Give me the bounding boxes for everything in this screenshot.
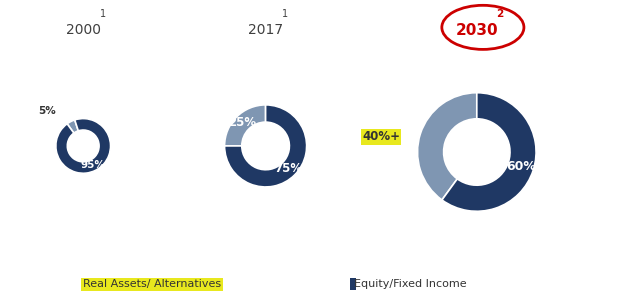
Wedge shape — [225, 105, 307, 187]
Text: 95%: 95% — [81, 160, 106, 170]
Wedge shape — [442, 93, 536, 211]
Text: 60%: 60% — [506, 160, 536, 173]
Text: 40%+: 40%+ — [362, 130, 400, 143]
Wedge shape — [225, 105, 266, 146]
Text: 25%: 25% — [228, 116, 257, 130]
Bar — [92, 278, 97, 290]
Text: 2: 2 — [497, 9, 504, 19]
Text: 5%: 5% — [38, 106, 56, 116]
Text: 2017: 2017 — [248, 23, 283, 37]
Text: 1: 1 — [100, 9, 106, 19]
Wedge shape — [417, 93, 477, 200]
Text: 75%: 75% — [275, 162, 303, 175]
Wedge shape — [56, 119, 111, 173]
Text: 1: 1 — [282, 9, 289, 19]
Text: Real Assets/ Alternatives: Real Assets/ Alternatives — [83, 279, 221, 289]
Text: Equity/Fixed Income: Equity/Fixed Income — [354, 279, 467, 289]
Text: 2000: 2000 — [66, 23, 100, 37]
Wedge shape — [67, 120, 78, 133]
Bar — [349, 278, 356, 290]
Text: 2030: 2030 — [456, 23, 498, 38]
